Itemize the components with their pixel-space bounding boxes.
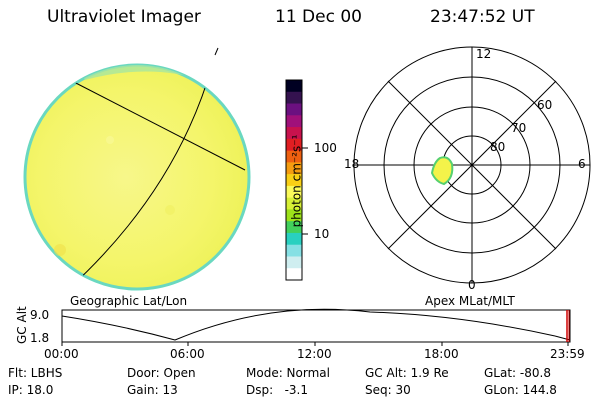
orbit-ytick-high: 9.0 <box>30 308 50 322</box>
colorbar-segment <box>286 244 302 257</box>
colorbar-segment <box>286 209 302 222</box>
observation-time: 23:47:52 UT <box>430 7 535 27</box>
status-door: Door: Open <box>127 366 196 380</box>
mlt-label-18: 18 <box>344 157 360 171</box>
colorbar-segment <box>286 115 302 128</box>
terminator-line-1 <box>69 79 246 171</box>
instrument-title: Ultraviolet Imager <box>47 7 201 27</box>
terminator-line-2 <box>61 65 216 289</box>
lat-label-70: 70 <box>511 121 527 135</box>
colorbar-segment <box>286 80 302 93</box>
status-ip: IP: 18.0 <box>8 383 54 397</box>
aurora-edge <box>80 65 210 82</box>
colorbar-segment <box>286 185 302 199</box>
polar-plot <box>353 46 591 284</box>
colorbar-label: photon cm⁻²s⁻¹ <box>289 134 304 228</box>
colorbar-segment <box>286 221 302 234</box>
colorbar-segment <box>286 138 302 152</box>
colorbar-tick-10: 10 <box>314 227 330 241</box>
colorbar-segment <box>286 127 302 140</box>
status-mode: Mode: Normal <box>246 366 330 380</box>
image-panel-caption: Geographic Lat/Lon <box>70 294 188 308</box>
status-filter: Flt: LBHS <box>8 366 63 380</box>
observation-date: 11 Dec 00 <box>275 7 362 27</box>
colorbar-segment <box>286 256 302 269</box>
orbit-xtick-0600: 06:00 <box>170 347 205 361</box>
colorbar-segment <box>286 232 302 246</box>
colorbar-segment <box>286 268 302 281</box>
status-glat: GLat: -80.8 <box>484 366 551 380</box>
colorbar-segment <box>286 150 302 163</box>
mlt-label-6: 6 <box>578 157 586 171</box>
mlt-label-12: 12 <box>476 47 492 61</box>
altitude-curve <box>61 308 556 341</box>
orbit-xtick-1200: 12:00 <box>297 347 332 361</box>
colorbar-segment <box>286 103 302 116</box>
mlt-label-0: 0 <box>468 278 476 292</box>
status-gc-alt: GC Alt: 1.9 Re <box>365 366 449 380</box>
colorbar <box>285 79 303 281</box>
status-dsp: Dsp: -3.1 <box>246 383 309 397</box>
lat-label-60: 60 <box>537 98 553 112</box>
colorbar-segment <box>286 174 302 187</box>
polar-panel-caption: Apex MLat/MLT <box>425 294 515 308</box>
lat-label-80: 80 <box>490 140 506 154</box>
orbit-ylabel: GC Alt <box>15 306 29 344</box>
status-gain: Gain: 13 <box>127 383 178 397</box>
auroral-oval-spot <box>430 156 454 186</box>
colorbar-segment <box>286 91 302 105</box>
orbit-plot <box>61 308 571 343</box>
orbit-xtick-2359: 23:59 <box>550 347 585 361</box>
orbit-xtick-0000: 00:00 <box>44 347 79 361</box>
orbit-ytick-low: 1.8 <box>30 331 50 345</box>
status-glon: GLon: 144.8 <box>484 383 557 397</box>
orbit-xtick-1800: 18:00 <box>424 347 459 361</box>
colorbar-segment <box>286 197 302 210</box>
colorbar-segment <box>286 162 302 175</box>
status-seq: Seq: 30 <box>365 383 411 397</box>
colorbar-tick-100: 100 <box>314 141 337 155</box>
